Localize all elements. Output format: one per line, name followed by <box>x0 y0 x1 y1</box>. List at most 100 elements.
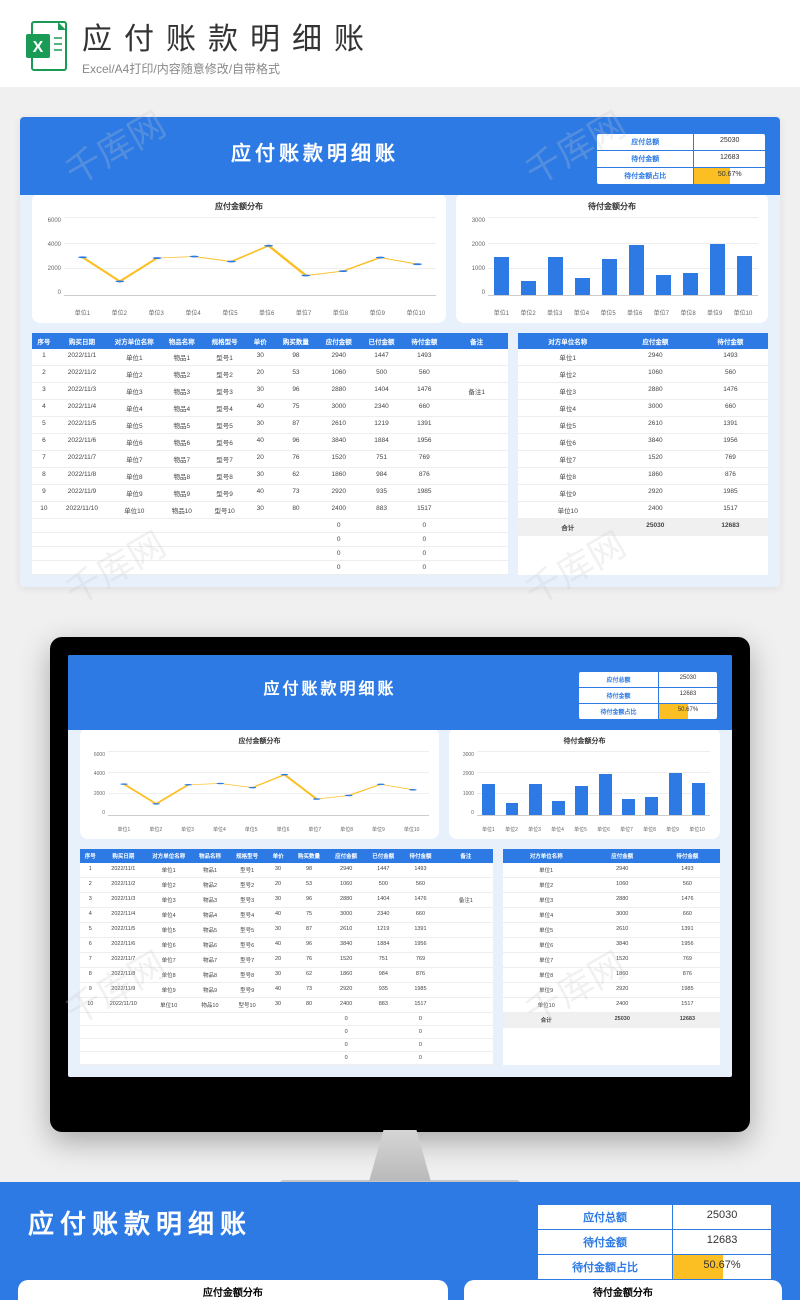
bar-chart-xaxis: 单位1单位2单位3单位4单位5单位6单位7单位8单位9单位10 <box>477 826 710 833</box>
page-title: 应付账款明细账 <box>82 14 776 58</box>
template-title: 应付账款明细账 <box>82 671 578 699</box>
bar <box>599 774 612 815</box>
main-table-head: 序号购买日期对方单位名称物品名称规格型号单价购买数量应付金额已付金额待付金额备注 <box>32 333 508 349</box>
bar-chart-xaxis: 单位1单位2单位3单位4单位5单位6单位7单位8单位9单位10 <box>488 308 758 317</box>
monitor-mockup: 应付账款明细账应付总额25030待付金额12683待付金额占比50.67% 应付金… <box>20 637 780 1157</box>
bar <box>622 799 635 815</box>
table-row: 单位1024001517 <box>518 502 768 519</box>
table-row: 单位129401493 <box>518 349 768 366</box>
line-chart-title: 应付金额分布 <box>90 736 429 746</box>
table-row: 00 <box>80 1052 493 1065</box>
summary-value: 50.67% <box>694 168 765 184</box>
bar-chart-card: 待付金额分布 0100020003000 单位1单位2单位3单位4单位5单位6单位7… <box>456 193 768 323</box>
main-table: 序号购买日期对方单位名称物品名称规格型号单价购买数量应付金额已付金额待付金额备注… <box>80 849 493 1065</box>
table-row: 单位71520769 <box>518 451 768 468</box>
summary-label: 待付金额占比 <box>579 704 659 719</box>
bar-chart-card: 待付金额分布 0100020003000 单位1单位2单位3单位4单位5单位6单位7… <box>449 728 720 839</box>
bar <box>552 801 565 815</box>
line-chart-yaxis: 0200040006000 <box>90 752 108 816</box>
table-row: 00 <box>80 1013 493 1026</box>
table-row: 62022/11/6单位6物品6型号64096384018841956 <box>80 938 493 953</box>
bottom-strip: 应付账款明细账 应付总额25030待付金额12683待付金额占比50.67% 应… <box>0 1182 800 1300</box>
summary-row: 应付总额25030 <box>538 1205 771 1229</box>
table-row: 00 <box>80 1026 493 1039</box>
table-row: 22022/11/2单位2物品2型号220531060500560 <box>32 366 508 383</box>
main-table: 序号购买日期对方单位名称物品名称规格型号单价购买数量应付金额已付金额待付金额备注… <box>32 333 508 575</box>
line-chart-title: 应付金额分布 <box>42 201 436 212</box>
bottom-title: 应付账款明细账 <box>28 1204 537 1241</box>
table-row: 单位328801476 <box>503 893 720 908</box>
summary-row: 待付金额12683 <box>579 687 717 703</box>
summary-label: 应付总额 <box>597 134 694 150</box>
table-row: 102022/11/10单位10物品10型号10308024008831517 <box>32 502 508 519</box>
bar-chart-title: 待付金额分布 <box>459 736 710 746</box>
bar-chart-plot <box>488 218 758 296</box>
summary-box: 应付总额25030待付金额12683待付金额占比50.67% <box>578 671 718 720</box>
table-row: 单位1024001517 <box>503 998 720 1013</box>
table-row: 单位929201985 <box>518 485 768 502</box>
summary-label: 待付金额 <box>538 1230 673 1254</box>
summary-label: 待付金额 <box>597 151 694 167</box>
bar <box>521 281 536 295</box>
table-row: 单位43000660 <box>518 400 768 417</box>
summary-label: 待付金额占比 <box>538 1255 673 1279</box>
main-table-head: 序号购买日期对方单位名称物品名称规格型号单价购买数量应付金额已付金额待付金额备注 <box>80 849 493 863</box>
table-row: 单位638401956 <box>503 938 720 953</box>
table-row: 92022/11/9单位9物品9型号9407329209351985 <box>32 485 508 502</box>
table-row: 00 <box>80 1039 493 1052</box>
table-row: 52022/11/5单位5物品5型号53087261012191391 <box>80 923 493 938</box>
bar <box>602 259 617 295</box>
table-row: 22022/11/2单位2物品2型号220531060500560 <box>80 878 493 893</box>
topbar: X 应付账款明细账 Excel/A4打印/内容随意修改/自带格式 <box>0 0 800 87</box>
summary-value: 25030 <box>673 1205 771 1229</box>
table-row: 00 <box>32 547 508 561</box>
table-row: 单位43000660 <box>503 908 720 923</box>
bar <box>737 256 752 295</box>
bottom-chart1-title: 应付金额分布 <box>18 1280 448 1300</box>
summary-value: 50.67% <box>673 1255 771 1279</box>
summary-value: 25030 <box>659 672 717 687</box>
table-row: 72022/11/7单位7物品7型号720761520751769 <box>80 953 493 968</box>
bottom-summary-box: 应付总额25030待付金额12683待付金额占比50.67% <box>537 1204 772 1280</box>
summary-value: 12683 <box>673 1230 771 1254</box>
table-row: 单位71520769 <box>503 953 720 968</box>
bar <box>494 257 509 295</box>
side-table-head: 对方单位名称应付金额待付金额 <box>503 849 720 863</box>
bar <box>575 786 588 815</box>
line-chart-xaxis: 单位1单位2单位3单位4单位5单位6单位7单位8单位9单位10 <box>108 826 429 833</box>
bar <box>575 278 590 295</box>
table-row: 单位21060560 <box>503 878 720 893</box>
table-row: 00 <box>32 533 508 547</box>
table-row: 单位21060560 <box>518 366 768 383</box>
table-row: 单位81860876 <box>518 468 768 485</box>
monitor-screen: 应付账款明细账应付总额25030待付金额12683待付金额占比50.67% 应付金… <box>50 637 750 1132</box>
line-chart-card: 应付金额分布0200040006000单位1单位2单位3单位4单位5单位6单位7… <box>32 193 446 323</box>
bar <box>656 275 671 295</box>
summary-row: 待付金额占比50.67% <box>538 1254 771 1279</box>
summary-value: 12683 <box>694 151 765 167</box>
bar-chart-title: 待付金额分布 <box>466 201 758 212</box>
line-chart-plot <box>64 218 436 296</box>
bar <box>692 783 705 815</box>
table-row: 单位526101391 <box>518 417 768 434</box>
table-row: 42022/11/4单位4物品4型号4407530002340660 <box>32 400 508 417</box>
table-row: 单位638401956 <box>518 434 768 451</box>
template-header: 应付账款明细账应付总额25030待付金额12683待付金额占比50.67% <box>20 117 780 195</box>
table-row: 82022/11/8单位8物品8型号830621860984876 <box>32 468 508 485</box>
bar <box>683 273 698 295</box>
template-title: 应付账款明细账 <box>34 133 596 166</box>
bar-chart-yaxis: 0100020003000 <box>466 218 488 296</box>
bar <box>529 784 542 815</box>
summary-row: 待付金额12683 <box>538 1229 771 1254</box>
side-table: 对方单位名称应付金额待付金额单位129401493单位21060560单位328… <box>503 849 720 1065</box>
summary-label: 应付总额 <box>538 1205 673 1229</box>
bar <box>629 245 644 295</box>
side-table-head: 对方单位名称应付金额待付金额 <box>518 333 768 349</box>
excel-icon: X <box>24 20 68 72</box>
table-row: 00 <box>32 519 508 533</box>
table-row: 单位929201985 <box>503 983 720 998</box>
bar-chart-yaxis: 0100020003000 <box>459 752 477 816</box>
summary-row: 应付总额25030 <box>579 672 717 687</box>
bottom-chart2-title: 待付金额分布 <box>464 1280 782 1300</box>
summary-row: 待付金额占比50.67% <box>579 703 717 719</box>
